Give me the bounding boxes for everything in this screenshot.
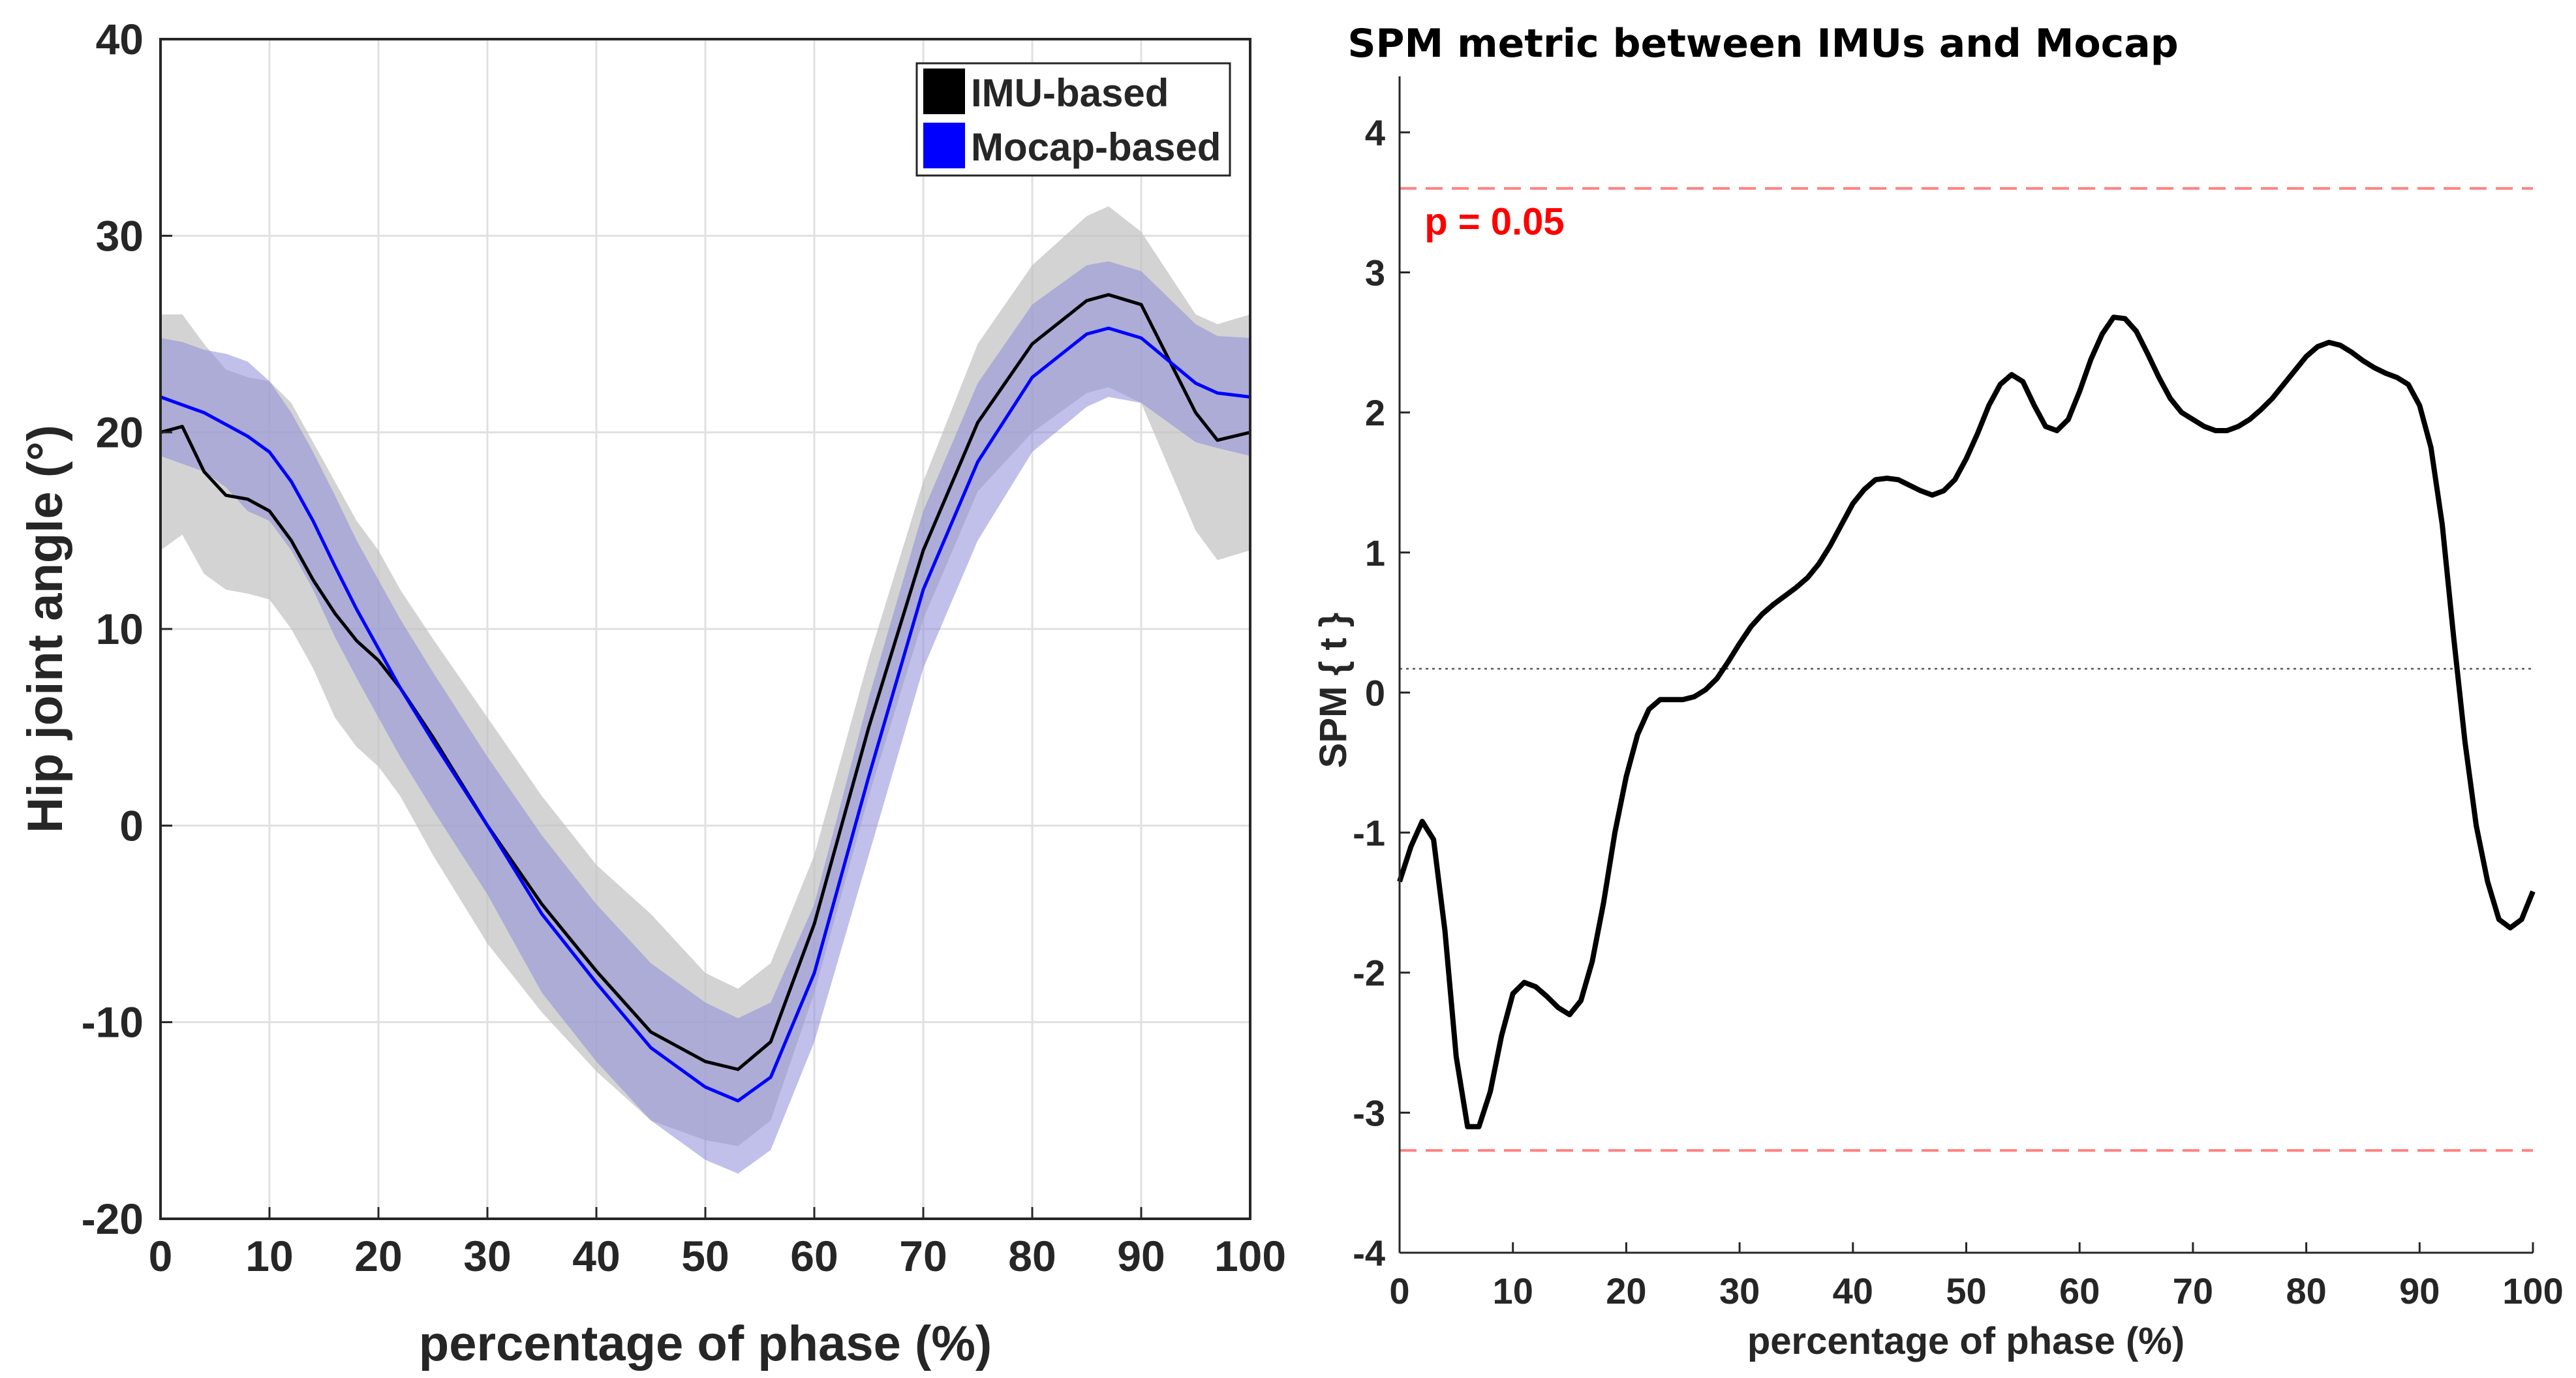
spm-ticks: 0 10 20 30 40 50 60 70 80 90 100 -4 -3 -2 -1 0 1 2 3 4 [1353, 112, 2564, 1311]
legend-swatch-imu [923, 69, 965, 114]
spm-t-curve [1397, 314, 2536, 1129]
hip-angle-x-tick-label: 70 [899, 1232, 947, 1280]
spm-x-tick-label: 30 [1719, 1270, 1760, 1311]
hip-angle-x-tick-label: 20 [354, 1232, 402, 1280]
hip-angle-x-tick-label: 30 [463, 1232, 511, 1280]
hip-angle-x-tick-label: 50 [681, 1232, 729, 1280]
spm-y-tick-label: -4 [1353, 1233, 1385, 1274]
spm-y-tick-label: -1 [1353, 812, 1385, 853]
legend-box [915, 62, 1231, 177]
hip-angle-legend: IMU-based Mocap-based [915, 62, 1231, 177]
hip-angle-y-tick-label: 40 [96, 15, 144, 63]
spm-y-tick-label: -2 [1353, 953, 1385, 994]
imu-mean-line [160, 293, 1251, 1071]
spm-y-tick-label: 1 [1365, 532, 1385, 574]
spm-y-tick-label: 4 [1365, 112, 1385, 153]
hip-angle-y-tick-label: 20 [96, 408, 144, 457]
spm-lines [1397, 187, 2536, 1152]
spm-x-tick-label: 90 [2399, 1270, 2440, 1311]
mocap-confidence-band [161, 261, 1250, 1174]
hip-angle-x-tick-label: 80 [1008, 1232, 1056, 1280]
hip-angle-ticks: 0 10 20 30 40 50 60 70 80 90 100 -20 -10 0 10 20 30 40 [82, 15, 1286, 1280]
spm-y-tick-label: 3 [1365, 253, 1385, 294]
spm-x-tick-label: 70 [2173, 1270, 2213, 1311]
hip-angle-y-tick-label: -10 [82, 998, 144, 1047]
legend-swatch-mocap [923, 123, 965, 168]
hip-angle-x-tick-label: 10 [245, 1232, 293, 1280]
hip-angle-confidence-bands [161, 206, 1250, 1174]
hip-angle-x-tick-label: 40 [572, 1232, 620, 1280]
hip-angle-y-axis-label: Hip joint angle (°) [18, 425, 73, 833]
spm-x-tick-label: 50 [1946, 1270, 1986, 1311]
spm-x-tick-label: 80 [2286, 1270, 2326, 1311]
spm-x-tick-label: 60 [2059, 1270, 2100, 1311]
hip-angle-x-axis-label: percentage of phase (%) [419, 1316, 992, 1371]
spm-y-tick-label: 0 [1365, 672, 1385, 713]
spm-x-axis-label: percentage of phase (%) [1747, 1320, 2185, 1362]
hip-angle-y-tick-label: -20 [82, 1195, 144, 1243]
spm-x-tick-label: 10 [1493, 1270, 1533, 1311]
legend-label-mocap: Mocap-based [971, 125, 1221, 169]
spm-x-tick-label: 40 [1833, 1270, 1873, 1311]
spm-threshold-label: p = 0.05 [1424, 201, 1564, 243]
spm-chart: SPM metric between IMUs and Mocap 0 10 20 3… [1312, 21, 2564, 1362]
hip-angle-x-tick-label: 0 [149, 1232, 173, 1280]
spm-x-tick-label: 20 [1606, 1270, 1646, 1311]
hip-angle-x-tick-label: 90 [1117, 1232, 1165, 1280]
hip-angle-lines [160, 293, 1251, 1103]
hip-angle-y-tick-label: 10 [96, 605, 144, 653]
hip-angle-x-tick-label: 60 [790, 1232, 838, 1280]
spm-y-tick-label: 2 [1365, 392, 1385, 433]
hip-angle-y-tick-label: 30 [96, 211, 144, 260]
hip-angle-chart: 0 10 20 30 40 50 60 70 80 90 100 -20 -10 0 10 20 30 40 pe… [18, 15, 1286, 1371]
spm-chart-title: SPM metric between IMUs and Mocap [1347, 21, 2178, 67]
hip-angle-y-tick-label: 0 [119, 801, 144, 850]
mocap-mean-line [160, 326, 1251, 1103]
hip-angle-x-tick-label: 100 [1214, 1232, 1286, 1280]
spm-y-axis-label: SPM { t } [1312, 613, 1355, 769]
legend-label-imu: IMU-based [971, 71, 1169, 115]
spm-x-tick-label: 100 [2502, 1270, 2563, 1311]
spm-x-tick-label: 0 [1389, 1270, 1409, 1311]
spm-y-tick-label: -3 [1353, 1092, 1385, 1133]
